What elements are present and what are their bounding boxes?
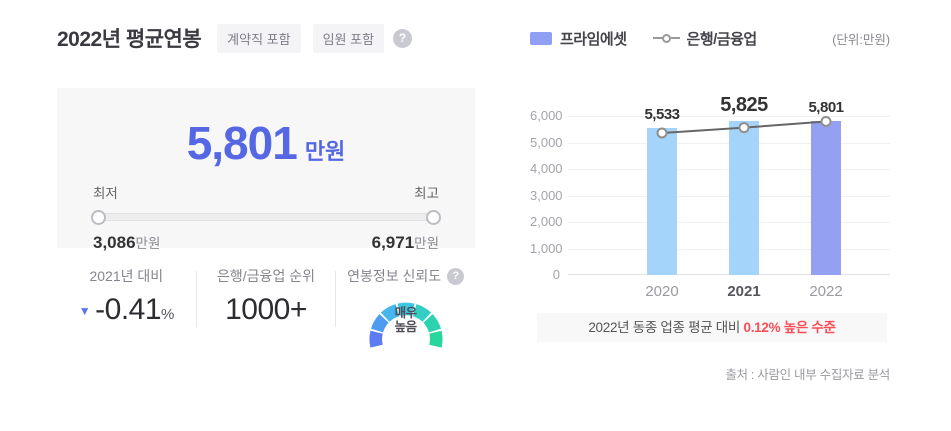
min-label: 최저 [93,186,118,201]
salary-bar-chart: 5,533 5,825 5,801 0 1,000 2,000 3,000 4,000 5,0… [530,94,890,311]
help-icon[interactable]: ? [447,267,465,285]
gauge-segment-1 [370,314,389,333]
slider-track [93,213,439,221]
x-label-2020: 2020 [645,283,679,300]
max-value: 6,971만원 [371,233,439,252]
reliability-gauge: 매우 높음 [364,293,448,348]
gauge-segment-2 [380,304,400,323]
stat-rank-value: 1000+ [225,293,307,326]
average-salary-unit: 만원 [304,139,346,164]
stat-yoy-label: 2021년 대비 [89,268,164,284]
salary-chart-panel: 프라임에셋 은행/금융업 (단위:만원) 5,533 5,825 5,801 0 1,… [530,30,890,410]
badge-contract-included: 계약직 포함 [217,23,301,53]
gauge-arc [369,302,443,348]
divider [195,271,197,327]
max-label: 최고 [414,186,439,201]
bar-2020[interactable] [647,128,677,275]
legend-item-company[interactable]: 프라임에셋 [530,28,627,49]
industry-average-line [656,115,832,139]
comparison-highlight: 0.12% 높은 수준 [743,320,836,335]
stat-yoy-value: ▼ -0.41% [78,293,175,326]
bar-2022[interactable] [811,121,841,275]
source-text: 출처 : 사람인 내부 수집자료 분석 [725,368,890,382]
gauge-segment-3 [397,302,415,316]
chart-legend: 프라임에셋 은행/금융업 (단위:만원) [530,28,890,49]
line-marker-2020 [656,127,668,139]
average-salary-amount: 5,801 [186,117,298,169]
gauge-segment-5 [422,314,441,333]
title-row: 2022년 평균연봉 계약직 포함 임원 포함 ? [57,22,475,54]
ytick-5000: 5,000 [530,135,563,150]
line-marker-icon [652,33,680,43]
bar-value-2020: 5,533 [644,106,680,124]
x-label-2022: 2022 [809,283,843,300]
line-marker-2021 [738,122,750,134]
ytick-1000: 1,000 [530,241,563,256]
gauge-segment-6 [428,330,443,348]
stat-rank-label: 은행/금융업 순위 [217,268,315,284]
line-marker-2022 [820,115,832,127]
average-salary-card: 5,801 만원 최저 최고 3,086만원 6,971만원 [57,88,475,252]
triangle-down-icon: ▼ [78,304,91,318]
badge-executive-included: 임원 포함 [312,23,385,53]
help-icon[interactable]: ? [393,28,413,48]
stat-industry-rank: 은행/금융업 순위 1000+ [197,266,336,348]
page-title: 2022년 평균연봉 [57,28,202,51]
stats-row: 2021년 대비 ▼ -0.41% 은행/금융업 순위 1000+ 연봉정보 신뢰… [57,266,475,348]
ytick-4000: 4,000 [530,161,563,176]
salary-range-slider [91,210,441,225]
bar-2021[interactable] [729,120,759,275]
ytick-2000: 2,000 [530,214,563,229]
min-value: 3,086만원 [93,233,161,252]
bar-value-2021: 5,825 [720,93,768,116]
gauge-value: 매우 높음 [394,306,418,334]
comparison-note: 2022년 동종 업종 평균 대비 0.12% 높은 수준 [537,313,887,342]
gauge-segment-0 [369,330,383,348]
plot-area: 5,533 5,825 5,801 [568,94,890,275]
unit-note: (단위:만원) [832,32,890,47]
gridline-6000 [568,116,890,117]
legend-item-industry[interactable]: 은행/금융업 [652,28,757,49]
salary-summary-panel: 2022년 평균연봉 계약직 포함 임원 포함 ? 5,801 만원 최저 최고 … [57,22,475,348]
stat-reliability-label: 연봉정보 신뢰도 ? [336,266,475,286]
bar-value-2022: 5,801 [808,99,844,117]
salary-range-values: 3,086만원 6,971만원 [93,232,439,253]
slider-handle-max[interactable] [426,210,441,225]
x-label-2021: 2021 [727,283,761,300]
ytick-6000: 6,000 [530,108,563,123]
ytick-0: 0 [552,267,560,282]
gauge-segment-4 [412,304,431,323]
salary-range-labels: 최저 최고 [93,182,439,202]
stat-yoy-change: 2021년 대비 ▼ -0.41% [57,266,196,348]
divider [335,271,337,327]
stat-reliability: 연봉정보 신뢰도 ? 매우 높음 [336,266,475,348]
bar-swatch-icon [530,31,552,45]
slider-handle-min[interactable] [91,210,106,225]
average-salary-value-row: 5,801 만원 [93,88,439,170]
ytick-3000: 3,000 [530,188,563,203]
